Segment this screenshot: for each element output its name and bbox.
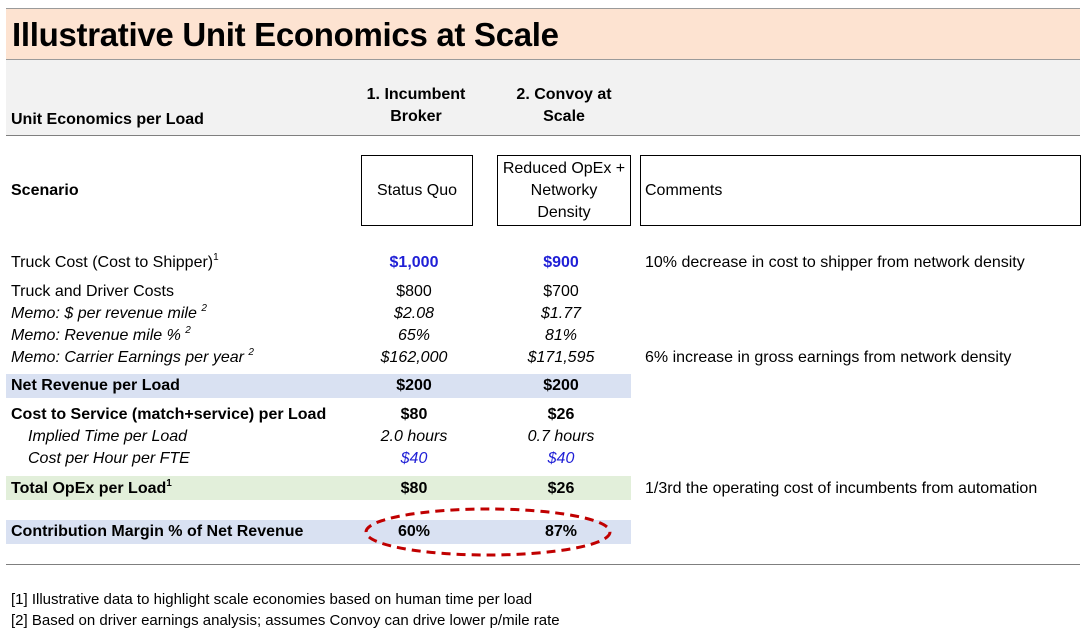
memo-carrier-comment: 6% increase in gross earnings from netwo…	[645, 349, 1012, 366]
truck-driver-incumbent: $800	[396, 283, 432, 300]
scenario-status-quo-text: Status Quo	[376, 181, 458, 199]
comments-box: Comments	[640, 155, 1081, 226]
contribution-incumbent: 60%	[397, 523, 431, 540]
row-contribution-label: Contribution Margin % of Net Revenue	[11, 523, 304, 540]
contribution-convoy: 87%	[544, 523, 578, 540]
header-band	[6, 60, 1080, 136]
total-opex-band	[6, 476, 631, 500]
memo-carrier-incumbent: $162,000	[380, 349, 448, 366]
footnote-ref: 2	[248, 346, 254, 358]
memo-rev-pct-convoy: 81%	[544, 327, 578, 344]
cost-service-convoy: $26	[547, 406, 575, 423]
row-cost-service-label: Cost to Service (match+service) per Load	[11, 406, 327, 423]
row-net-revenue-label: Net Revenue per Load	[11, 377, 180, 394]
memo-carrier-convoy: $171,595	[527, 349, 595, 366]
cost-hour-convoy: $40	[547, 450, 575, 467]
comments-label: Comments	[645, 181, 723, 199]
footer-divider	[6, 564, 1080, 565]
col-header-incumbent: 1. Incumbent Broker	[366, 86, 466, 125]
row-truck-driver-label: Truck and Driver Costs	[11, 283, 174, 300]
row-total-opex-label: Total OpEx per Load1	[11, 477, 172, 498]
memo-rev-pct-incumbent: 65%	[397, 327, 431, 344]
truck-cost-incumbent: $1,000	[389, 254, 439, 271]
row-label-header: Unit Economics per Load	[11, 111, 204, 128]
footnote-ref: 2	[201, 302, 207, 314]
memo-carrier-text: Memo: Carrier Earnings per year	[11, 349, 244, 366]
row-implied-time-label: Implied Time per Load	[28, 428, 188, 445]
cost-service-incumbent: $80	[400, 406, 428, 423]
total-opex-comment: 1/3rd the operating cost of incumbents f…	[645, 480, 1038, 497]
row-memo-rev-pct-label: Memo: Revenue mile % 2	[11, 324, 191, 345]
footnote-1: [1] Illustrative data to highlight scale…	[11, 591, 533, 608]
truck-cost-comment: 10% decrease in cost to shipper from net…	[645, 254, 1025, 271]
total-opex-text: Total OpEx per Load	[11, 480, 167, 497]
row-memo-carrier-label: Memo: Carrier Earnings per year 2	[11, 346, 254, 367]
implied-time-convoy: 0.7 hours	[527, 428, 595, 445]
page-title: Illustrative Unit Economics at Scale	[12, 16, 559, 53]
implied-time-incumbent: 2.0 hours	[380, 428, 448, 445]
row-truck-cost-label: Truck Cost (Cost to Shipper)1	[11, 251, 219, 272]
highlight-ellipse	[364, 507, 612, 557]
memo-per-mile-convoy: $1.77	[540, 305, 582, 322]
footnote-ref: 1	[213, 251, 219, 263]
contribution-band	[6, 520, 631, 544]
scenario-convoy-text: Reduced OpEx + Networky Density	[502, 159, 626, 221]
cost-hour-incumbent: $40	[400, 450, 428, 467]
net-revenue-band	[6, 374, 631, 398]
col-header-convoy: 2. Convoy at Scale	[516, 86, 612, 125]
memo-per-mile-text: Memo: $ per revenue mile	[11, 305, 197, 322]
memo-rev-pct-text: Memo: Revenue mile %	[11, 327, 181, 344]
net-revenue-convoy: $200	[543, 377, 579, 394]
scenario-label: Scenario	[11, 182, 79, 199]
scenario-box-status-quo: Status Quo	[361, 155, 473, 226]
title-bar: Illustrative Unit Economics at Scale	[6, 8, 1080, 60]
total-opex-incumbent: $80	[400, 480, 428, 497]
memo-per-mile-incumbent: $2.08	[393, 305, 435, 322]
footnote-ref: 2	[185, 324, 191, 336]
net-revenue-incumbent: $200	[396, 377, 432, 394]
truck-cost-label-text: Truck Cost (Cost to Shipper)	[11, 254, 214, 271]
scenario-box-convoy: Reduced OpEx + Networky Density	[497, 155, 631, 226]
total-opex-convoy: $26	[547, 480, 575, 497]
truck-cost-convoy: $900	[543, 254, 579, 271]
row-cost-hour-label: Cost per Hour per FTE	[28, 450, 190, 467]
footnote-2: [2] Based on driver earnings analysis; a…	[11, 612, 560, 629]
truck-driver-convoy: $700	[543, 283, 579, 300]
row-memo-per-mile-label: Memo: $ per revenue mile 2	[11, 302, 207, 323]
footnote-ref: 1	[166, 477, 172, 489]
